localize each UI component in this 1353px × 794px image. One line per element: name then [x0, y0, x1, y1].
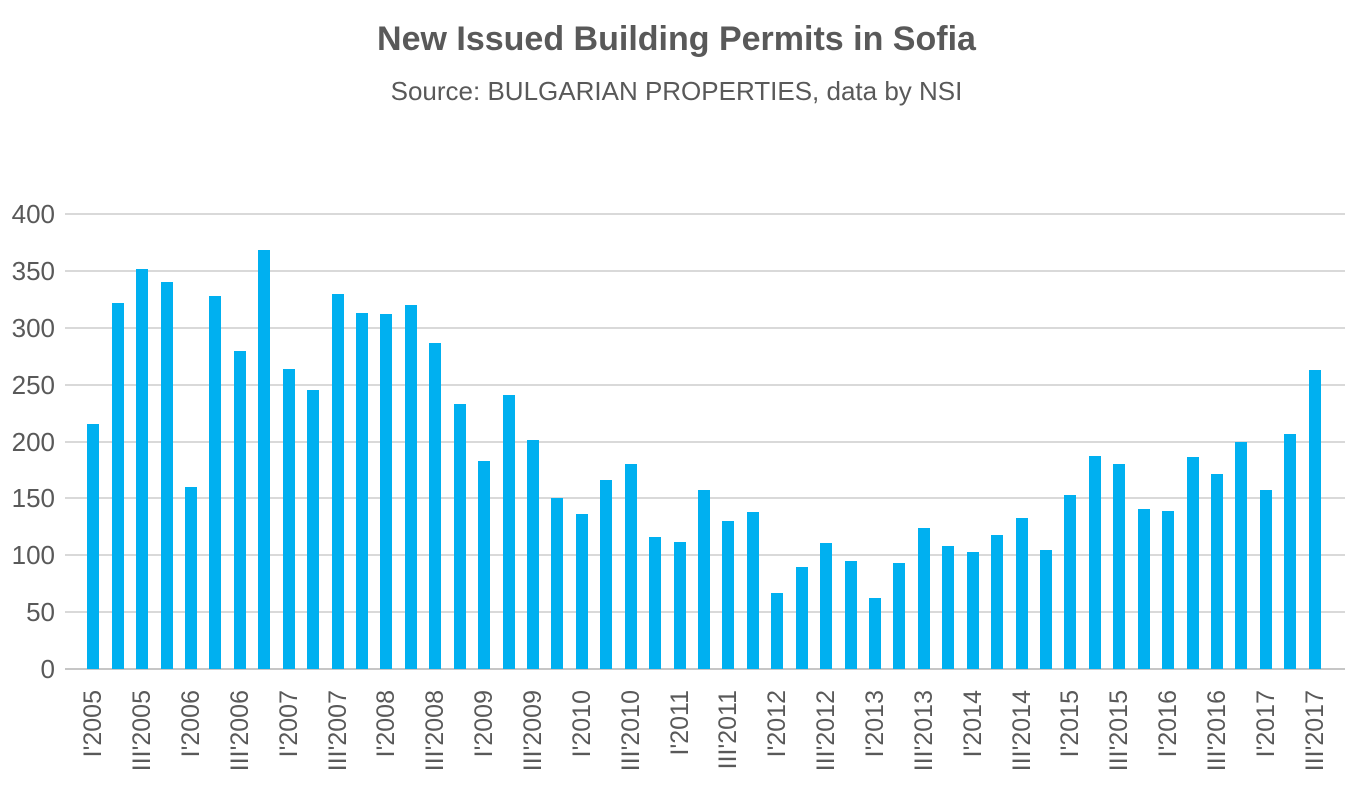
bar-III'2007 [331, 293, 344, 669]
bar-IV'2015 [1137, 508, 1150, 669]
bar-IV'2008 [453, 403, 466, 669]
x-axis-tick-label: III'2007 [323, 690, 352, 772]
bar-II'2014 [991, 534, 1004, 669]
bar-I'2017 [1259, 490, 1272, 669]
x-axis-tick-label: III'2016 [1202, 690, 1231, 772]
bar-I'2015 [1064, 494, 1077, 669]
bar-I'2009 [478, 460, 491, 669]
x-axis-tick-label: I'2008 [372, 690, 401, 758]
bar-III'2012 [820, 542, 833, 669]
x-axis-tick-label: III'2005 [128, 690, 157, 772]
bar-III'2008 [429, 342, 442, 669]
bar-II'2017 [1284, 433, 1297, 669]
bar-I'2011 [673, 541, 686, 669]
y-axis-tick-label: 200 [11, 426, 55, 457]
chart-subtitle: Source: BULGARIAN PROPERTIES, data by NS… [390, 76, 963, 106]
x-axis-tick-label: III'2013 [909, 690, 938, 772]
x-axis-tick-label: I'2012 [763, 690, 792, 758]
bar-I'2008 [380, 314, 393, 669]
x-axis-tick-label: I'2014 [958, 690, 987, 758]
bar-IV'2006 [258, 250, 271, 669]
bar-II'2016 [1186, 457, 1199, 669]
bar-IV'2010 [649, 537, 662, 669]
bar-IV'2005 [160, 282, 173, 669]
x-axis-tick-label: III'2010 [616, 690, 645, 772]
bar-I'2005 [87, 424, 100, 669]
gridline [65, 269, 1345, 272]
x-axis-tick-label: I'2013 [860, 690, 889, 758]
bar-I'2013 [868, 598, 881, 669]
bar-III'2015 [1113, 464, 1126, 669]
bar-I'2016 [1162, 510, 1175, 669]
x-axis-tick-label: III'2012 [812, 690, 841, 772]
bar-IV'2016 [1235, 441, 1248, 669]
bar-II'2013 [893, 563, 906, 669]
x-axis-tick-label: III'2014 [1007, 690, 1036, 772]
x-axis-tick-label: III'2011 [714, 690, 743, 770]
bar-I'2006 [184, 487, 197, 669]
x-axis-line [65, 668, 1345, 670]
x-axis-tick-label: III'2017 [1300, 690, 1329, 772]
bar-II'2005 [111, 302, 124, 669]
x-axis-tick-label: I'2016 [1154, 690, 1183, 758]
x-axis-tick-label: I'2009 [470, 690, 499, 758]
x-axis-tick-label: I'2017 [1251, 690, 1280, 758]
bar-III'2014 [1015, 517, 1028, 669]
bar-II'2008 [404, 305, 417, 669]
gridline [65, 326, 1345, 329]
bar-II'2009 [502, 394, 515, 669]
y-axis-tick-label: 350 [11, 255, 55, 286]
x-axis-tick-label: I'2005 [79, 690, 108, 758]
bar-IV'2014 [1039, 549, 1052, 669]
bar-IV'2009 [551, 498, 564, 669]
gridline [65, 383, 1345, 386]
x-axis-tick-label: III'2006 [225, 690, 254, 772]
bar-III'2009 [526, 440, 539, 669]
bar-IV'2013 [942, 546, 955, 669]
y-axis-tick-label: 300 [11, 312, 55, 343]
bar-II'2006 [209, 295, 222, 669]
y-axis-tick-label: 150 [11, 483, 55, 514]
y-axis-tick-label: 50 [26, 597, 55, 628]
bar-II'2012 [795, 566, 808, 669]
bar-III'2010 [624, 464, 637, 669]
bar-I'2014 [966, 551, 979, 669]
x-axis-tick-label: I'2007 [274, 690, 303, 758]
gridline [65, 440, 1345, 443]
x-axis-tick-label: I'2015 [1056, 690, 1085, 758]
x-axis-tick-label: III'2015 [1105, 690, 1134, 772]
y-axis-tick-label: 400 [11, 199, 55, 229]
bar-II'2015 [1088, 456, 1101, 669]
bar-III'2006 [233, 350, 246, 669]
gridline [65, 213, 1345, 215]
x-axis-tick-label: I'2010 [567, 690, 596, 758]
chart-title: New Issued Building Permits in Sofia [377, 20, 976, 58]
bar-II'2011 [697, 490, 710, 669]
bar-IV'2011 [746, 512, 759, 669]
bar-IV'2012 [844, 560, 857, 669]
bar-I'2012 [771, 592, 784, 669]
y-axis-tick-label: 0 [40, 654, 55, 684]
bar-IV'2007 [355, 312, 368, 669]
bar-III'2011 [722, 521, 735, 669]
bar-I'2010 [575, 514, 588, 669]
bar-II'2010 [600, 480, 613, 669]
x-axis-tick-label: I'2006 [176, 690, 205, 758]
bar-II'2007 [307, 390, 320, 669]
bar-III'2016 [1210, 474, 1223, 669]
y-axis-tick-label: 250 [11, 369, 55, 400]
bar-III'2005 [136, 268, 149, 669]
y-axis-tick-label: 100 [11, 540, 55, 571]
x-axis-tick-label: III'2008 [421, 690, 450, 772]
bar-III'2017 [1308, 369, 1321, 669]
x-axis-tick-label: I'2011 [665, 690, 694, 756]
x-axis-tick-label: III'2009 [518, 690, 547, 772]
bar-III'2013 [917, 527, 930, 669]
bar-I'2007 [282, 368, 295, 669]
